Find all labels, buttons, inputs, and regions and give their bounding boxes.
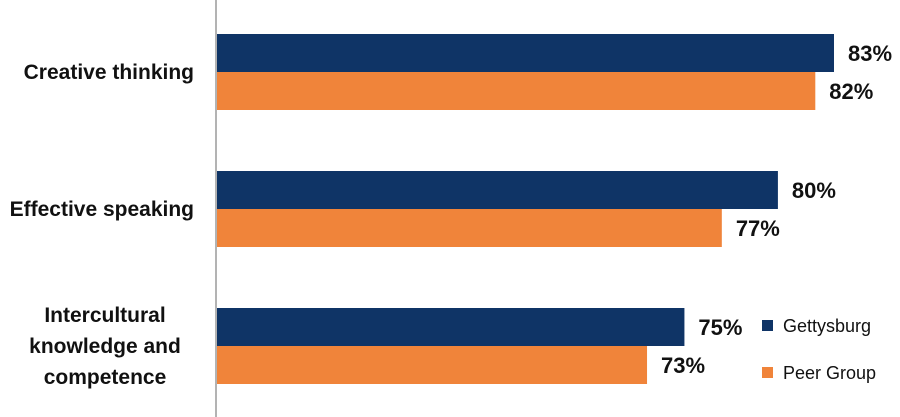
- data-label-gettysburg-3: 75%: [698, 315, 742, 340]
- data-label-peer-group-1: 82%: [829, 79, 873, 104]
- data-label-gettysburg-1: 83%: [848, 41, 892, 66]
- legend-swatch-gettysburg: [762, 320, 773, 331]
- legend-label-peer-group: Peer Group: [783, 363, 876, 383]
- bar-peer-group-2: [217, 209, 722, 247]
- bars-group: 83% 82% 80% 77% 75% 73%: [217, 34, 892, 384]
- legend: Gettysburg Peer Group: [762, 316, 876, 383]
- data-label-gettysburg-2: 80%: [792, 178, 836, 203]
- bar-gettysburg-2: [217, 171, 778, 209]
- category-label-2: Effective speaking: [10, 198, 194, 221]
- data-label-peer-group-3: 73%: [661, 353, 705, 378]
- category-label-3: Intercultural knowledge and competence: [29, 304, 181, 389]
- category-labels-group: Creative thinking Effective speaking Inter…: [10, 61, 194, 389]
- bar-peer-group-1: [217, 72, 816, 110]
- bar-peer-group-3: [217, 346, 648, 384]
- category-label-1: Creative thinking: [24, 61, 194, 84]
- bar-gettysburg-1: [217, 34, 834, 72]
- legend-swatch-peer-group: [762, 367, 773, 378]
- bar-gettysburg-3: [217, 308, 685, 346]
- data-label-peer-group-2: 77%: [736, 216, 780, 241]
- legend-label-gettysburg: Gettysburg: [783, 316, 871, 336]
